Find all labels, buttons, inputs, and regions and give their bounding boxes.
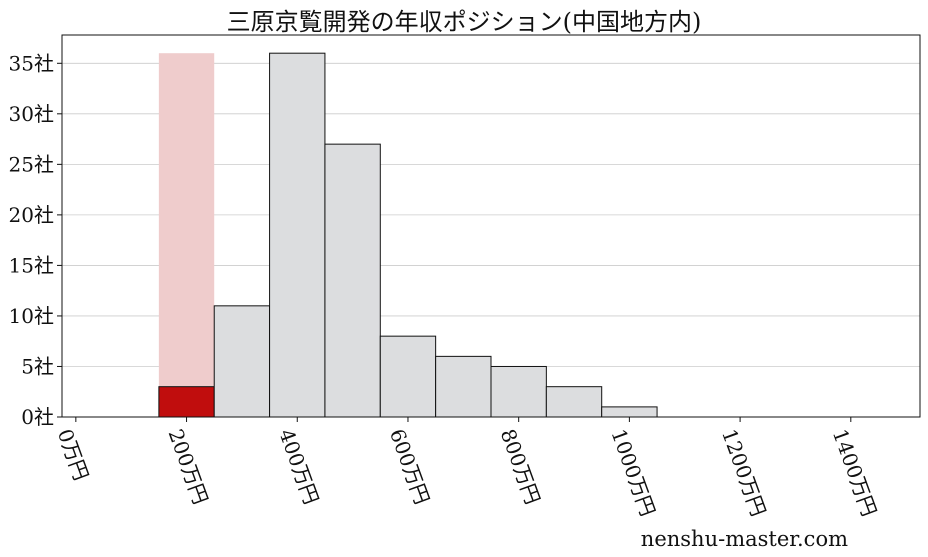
bar-5 <box>435 355 492 418</box>
y-tick-label-7: 35社 <box>9 51 54 75</box>
x-tick-label-3: 600万円 <box>385 426 434 508</box>
x-tick-label-7: 1400万円 <box>828 426 882 520</box>
y-tick-label-0: 0社 <box>21 405 54 429</box>
bar-0 <box>158 386 215 418</box>
highlight-band <box>158 53 215 417</box>
watermark: nenshu-master.com <box>640 527 848 551</box>
x-tick-label-6: 1200万円 <box>717 426 771 520</box>
bar-8 <box>601 406 658 418</box>
bar-2 <box>269 52 326 418</box>
bar-3 <box>324 143 381 418</box>
x-tick-label-4: 800万円 <box>496 426 545 508</box>
bar-6 <box>490 365 547 418</box>
chart-title: 三原京覧開発の年収ポジション(中国地方内) <box>226 8 702 36</box>
y-tick-label-3: 15社 <box>9 253 54 277</box>
y-tick-label-2: 10社 <box>9 304 54 328</box>
bar-4 <box>379 335 437 418</box>
bar-7 <box>545 386 603 418</box>
y-tick-label-1: 5社 <box>21 354 54 378</box>
y-tick-label-5: 25社 <box>9 152 54 176</box>
y-tick-label-6: 30社 <box>9 102 54 126</box>
bar-1 <box>213 305 271 418</box>
plot-frame <box>61 34 921 418</box>
x-tick-label-2: 400万円 <box>274 426 323 508</box>
x-tick-label-1: 200万円 <box>164 426 213 508</box>
x-tick-label-0: 0万円 <box>53 426 94 484</box>
x-tick-label-5: 1000万円 <box>606 426 660 520</box>
y-tick-label-4: 20社 <box>9 203 54 227</box>
